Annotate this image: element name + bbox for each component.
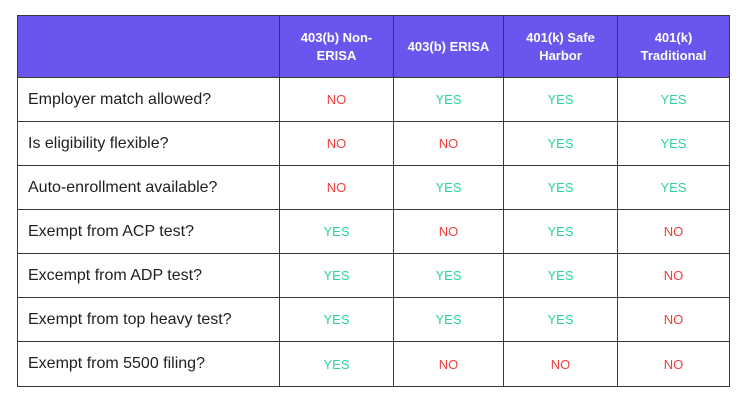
value-text: YES — [435, 268, 462, 283]
value-text: YES — [435, 92, 462, 107]
row-label: Exempt from ACP test? — [28, 222, 194, 240]
header-cell-401k-safe-harbor: 401(k) Safe Harbor — [504, 16, 618, 77]
value-text: YES — [547, 268, 574, 283]
value-text: NO — [663, 224, 684, 239]
value-cell: YES — [504, 78, 618, 121]
header-cell-empty — [18, 16, 280, 77]
value-cell: YES — [394, 78, 504, 121]
header-cell-403b-non-erisa: 403(b) Non-ERISA — [280, 16, 394, 77]
row-label-cell: Exempt from 5500 filing? — [18, 342, 280, 386]
value-cell: YES — [280, 298, 394, 341]
value-text: NO — [663, 312, 684, 327]
header-cell-401k-traditional: 401(k) Traditional — [618, 16, 729, 77]
value-cell: NO — [280, 78, 394, 121]
value-cell: YES — [504, 210, 618, 253]
row-label: Excempt from ADP test? — [28, 266, 202, 284]
value-text: YES — [323, 224, 350, 239]
value-text: NO — [438, 356, 459, 372]
header-label: 403(b) Non-ERISA — [300, 29, 373, 63]
value-cell: YES — [504, 254, 618, 297]
value-text: YES — [660, 136, 687, 151]
row-label: Is eligibility flexible? — [28, 134, 169, 152]
value-text: NO — [550, 356, 571, 372]
table-header-row: 403(b) Non-ERISA 403(b) ERISA 401(k) Saf… — [18, 16, 729, 78]
value-cell: YES — [280, 342, 394, 386]
value-cell: YES — [504, 122, 618, 165]
table-row: Auto-enrollment available? NO YES YES YE… — [18, 166, 729, 210]
value-cell: NO — [618, 254, 729, 297]
value-text: NO — [326, 92, 347, 107]
table-row: Exempt from ACP test? YES NO YES NO — [18, 210, 729, 254]
value-cell: NO — [394, 342, 504, 386]
row-label-cell: Exempt from top heavy test? — [18, 298, 280, 341]
header-label: 403(b) ERISA — [407, 38, 490, 54]
row-label: Employer match allowed? — [28, 90, 212, 108]
row-label: Exempt from 5500 filing? — [28, 355, 205, 372]
value-cell: YES — [504, 166, 618, 209]
row-label-cell: Is eligibility flexible? — [18, 122, 280, 165]
value-cell: YES — [394, 298, 504, 341]
table-row: Exempt from 5500 filing? YES NO NO NO — [18, 342, 729, 386]
value-text: NO — [438, 136, 459, 151]
value-cell: NO — [280, 166, 394, 209]
value-text: YES — [435, 180, 462, 195]
table-row: Exempt from top heavy test? YES YES YES … — [18, 298, 729, 342]
value-text: YES — [547, 92, 574, 107]
value-cell: NO — [280, 122, 394, 165]
row-label: Exempt from top heavy test? — [28, 310, 232, 328]
comparison-table: 403(b) Non-ERISA 403(b) ERISA 401(k) Saf… — [17, 15, 730, 387]
value-cell: YES — [280, 254, 394, 297]
value-cell: NO — [618, 210, 729, 253]
value-cell: YES — [280, 210, 394, 253]
value-cell: NO — [394, 122, 504, 165]
table-row: Excempt from ADP test? YES YES YES NO — [18, 254, 729, 298]
value-text: NO — [438, 224, 459, 239]
value-text: YES — [547, 224, 574, 239]
header-cell-403b-erisa: 403(b) ERISA — [394, 16, 504, 77]
value-text: NO — [326, 136, 347, 151]
value-text: NO — [663, 268, 684, 283]
value-text: YES — [323, 312, 350, 327]
value-cell: YES — [618, 78, 729, 121]
value-text: YES — [547, 180, 574, 195]
row-label: Auto-enrollment available? — [28, 178, 218, 196]
value-cell: NO — [618, 342, 729, 386]
header-label: 401(k) Traditional — [640, 29, 707, 63]
row-label-cell: Exempt from ACP test? — [18, 210, 280, 253]
value-text: YES — [547, 136, 574, 151]
row-label-cell: Employer match allowed? — [18, 78, 280, 121]
value-cell: YES — [504, 298, 618, 341]
value-text: YES — [323, 356, 350, 372]
value-cell: NO — [394, 210, 504, 253]
table-row: Employer match allowed? NO YES YES YES — [18, 78, 729, 122]
value-text: NO — [663, 356, 684, 372]
value-cell: YES — [394, 254, 504, 297]
header-label: 401(k) Safe Harbor — [526, 29, 595, 63]
table-row: Is eligibility flexible? NO NO YES YES — [18, 122, 729, 166]
value-text: YES — [323, 268, 350, 283]
value-cell: NO — [504, 342, 618, 386]
row-label-cell: Auto-enrollment available? — [18, 166, 280, 209]
value-cell: YES — [618, 122, 729, 165]
value-text: YES — [435, 312, 462, 327]
value-text: YES — [660, 180, 687, 195]
value-text: YES — [660, 92, 687, 107]
value-cell: YES — [618, 166, 729, 209]
value-cell: NO — [618, 298, 729, 341]
value-cell: YES — [394, 166, 504, 209]
value-text: YES — [547, 312, 574, 327]
row-label-cell: Excempt from ADP test? — [18, 254, 280, 297]
value-text: NO — [326, 180, 347, 195]
